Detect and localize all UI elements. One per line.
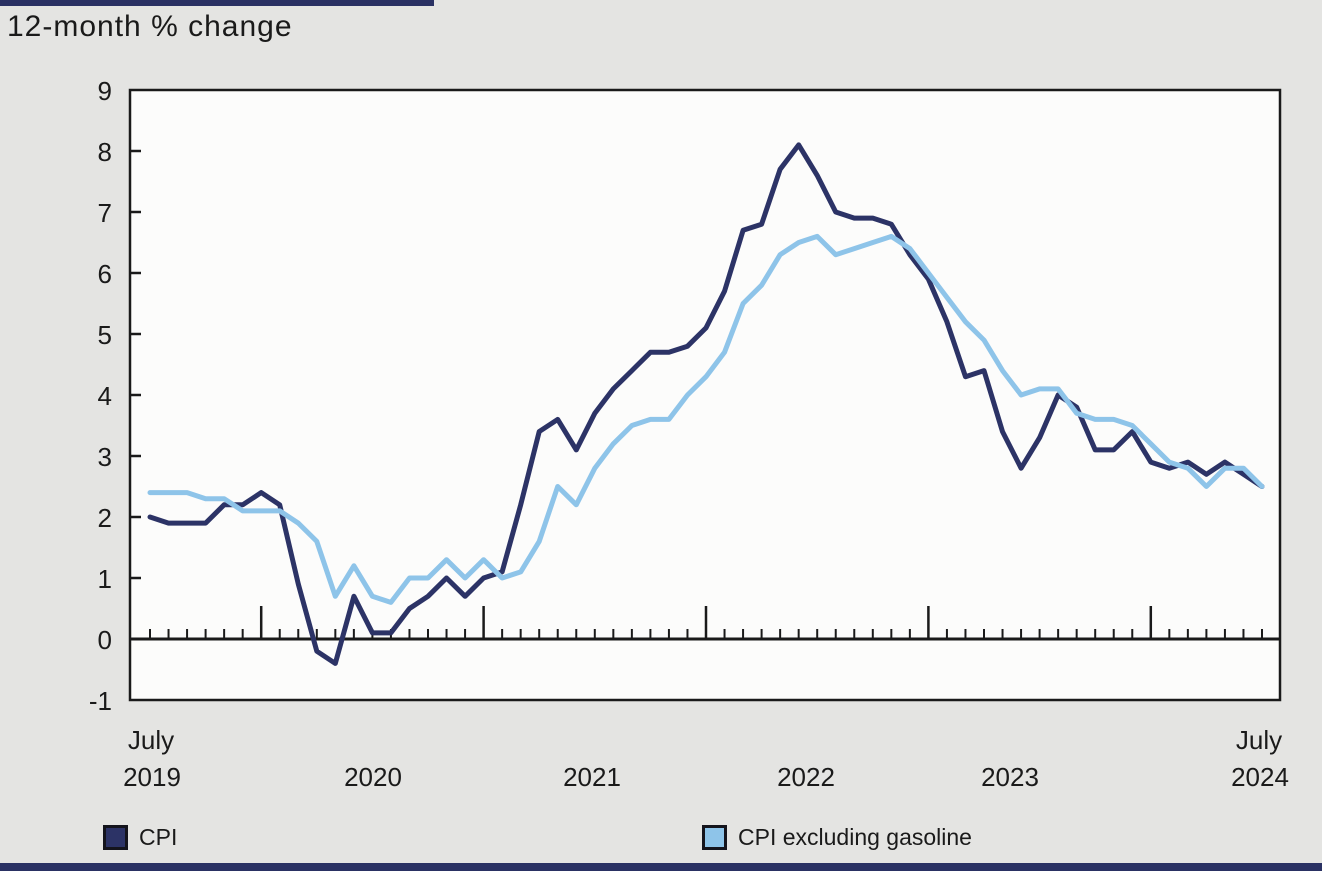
y-axis-label: -1 — [89, 686, 112, 716]
x-axis-label: 2021 — [563, 762, 621, 792]
y-axis-label: 0 — [98, 625, 112, 655]
legend-item-cpi-excluding-gasoline: CPI excluding gasoline — [702, 823, 972, 850]
y-axis-label: 8 — [98, 137, 112, 167]
x-axis-label: 2020 — [344, 762, 402, 792]
cpi-line — [147, 142, 1265, 666]
cpi-excluding-gasoline-legend-swatch — [702, 824, 727, 850]
cpi-legend-swatch — [103, 824, 128, 850]
y-axis-label: 5 — [98, 320, 112, 350]
y-axis-label: 7 — [98, 198, 112, 228]
y-axis-label: 9 — [98, 76, 112, 106]
x-axis-label: 2024 — [1231, 762, 1289, 792]
plot-frame — [128, 88, 1282, 702]
x-axis-label: 2019 — [123, 762, 181, 792]
chart-title: 12-month % change — [7, 10, 293, 43]
cpi-legend-label: CPI — [139, 823, 178, 850]
y-axis-label: 2 — [98, 503, 112, 533]
x-axis-label: 2023 — [981, 762, 1039, 792]
legend-item-cpi: CPI — [103, 823, 178, 850]
top-accent-rule — [0, 0, 434, 6]
y-axis-label: 4 — [98, 381, 112, 411]
y-axis-label: 6 — [98, 259, 112, 289]
x-axis-label: July — [128, 725, 174, 755]
x-axis-label: 2022 — [777, 762, 835, 792]
bottom-accent-bar — [0, 863, 1322, 871]
cpi-excluding-gasoline-line — [147, 233, 1265, 605]
y-axis-label: 3 — [98, 442, 112, 472]
cpi-excluding-gasoline-legend-label: CPI excluding gasoline — [738, 823, 972, 850]
y-axis-label: 1 — [98, 564, 112, 594]
x-axis-label: July — [1236, 725, 1282, 755]
